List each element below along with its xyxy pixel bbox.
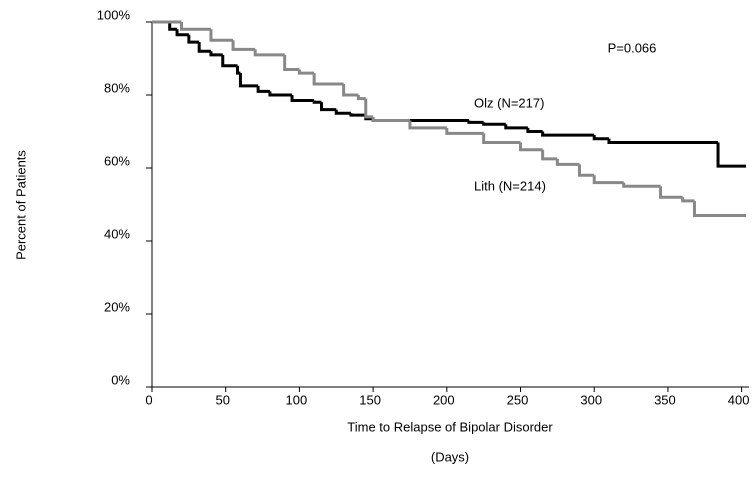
survival-step — [555, 158, 580, 166]
survival-step — [290, 95, 315, 102]
survival-step — [312, 73, 344, 86]
survival-step — [482, 122, 506, 126]
survival-step — [716, 142, 747, 168]
survival-step — [342, 84, 359, 97]
x-tick-label: 150 — [359, 392, 381, 407]
survival-step — [256, 85, 270, 93]
survival-step — [175, 29, 189, 37]
survival-step — [622, 182, 661, 188]
x-tick-label: 50 — [215, 392, 229, 407]
survival-step — [253, 49, 285, 57]
survival-step — [356, 95, 366, 101]
survival-step — [168, 22, 178, 31]
survival-step — [519, 142, 543, 152]
survival-step — [297, 69, 315, 75]
x-axis-title: (Days) — [431, 449, 469, 464]
x-tick-label: 200 — [433, 392, 455, 407]
survival-step — [467, 120, 484, 124]
survival-step — [482, 133, 521, 144]
y-tick-label: 20% — [104, 299, 130, 314]
survival-step — [283, 54, 300, 71]
survival-step — [187, 34, 200, 44]
x-axis-title: Time to Relapse of Bipolar Disorder — [347, 419, 553, 434]
survival-step — [312, 100, 322, 104]
survival-step — [320, 102, 337, 112]
survival-step — [209, 29, 234, 42]
survival-step — [349, 113, 366, 117]
survival-step — [179, 22, 211, 31]
survival-step — [364, 98, 374, 119]
y-tick-label: 0% — [111, 372, 130, 387]
y-tick-label: 100% — [97, 7, 131, 22]
survival-step — [692, 200, 747, 217]
survival-step — [268, 91, 293, 97]
survival-step — [526, 127, 543, 133]
x-tick-label: 400 — [728, 392, 750, 407]
survival-step — [681, 197, 695, 203]
survival-step — [541, 149, 558, 161]
survival-step — [371, 116, 410, 123]
y-tick-label: 80% — [104, 80, 130, 95]
survival-step — [231, 40, 256, 51]
survival-step — [408, 120, 447, 130]
survival-step — [197, 42, 211, 53]
y-tick-label: 60% — [104, 153, 130, 168]
survival-step — [541, 131, 595, 137]
survival-step — [504, 124, 528, 130]
survival-step — [592, 135, 609, 141]
series-label: Lith (N=214) — [474, 178, 546, 193]
survival-step — [659, 186, 683, 199]
survival-step — [334, 109, 351, 115]
series-label: Olz (N=217) — [474, 95, 544, 110]
survival-step — [235, 65, 241, 75]
annotation: P=0.066 — [608, 40, 657, 55]
x-tick-label: 300 — [580, 392, 602, 407]
x-tick-label: 100 — [286, 392, 308, 407]
survival-step — [607, 138, 719, 144]
survival-step — [577, 164, 595, 177]
x-tick-label: 350 — [654, 392, 676, 407]
survival-step — [445, 127, 484, 135]
survival-step — [209, 51, 223, 57]
y-axis-title: Percent of Patients — [13, 150, 28, 260]
survival-step — [592, 175, 624, 185]
survival-step — [221, 54, 238, 68]
x-tick-label: 0 — [145, 392, 152, 407]
y-tick-label: 40% — [104, 226, 130, 241]
survival-step — [238, 73, 259, 88]
x-tick-label: 250 — [507, 392, 529, 407]
